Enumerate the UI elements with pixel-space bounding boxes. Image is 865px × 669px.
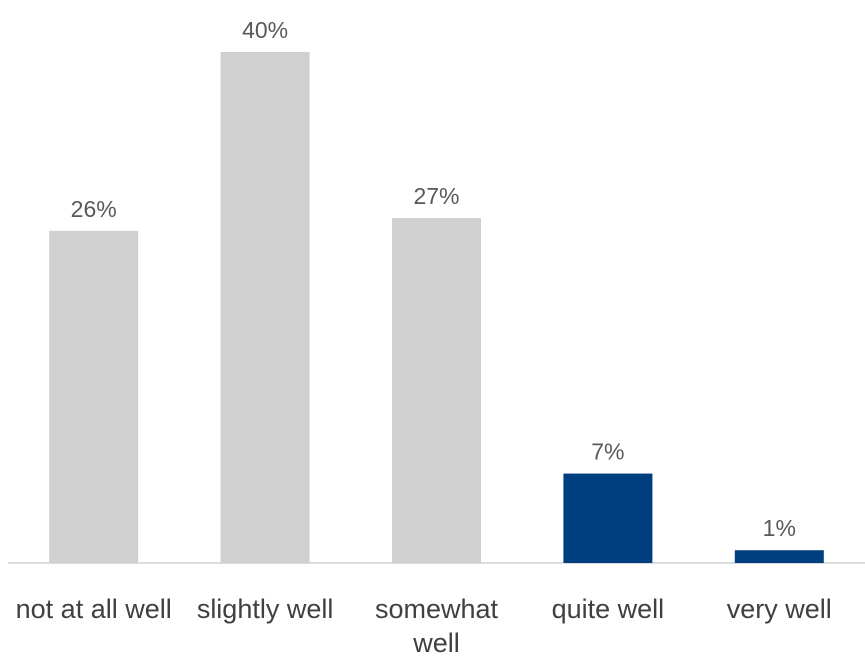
bar: [734, 550, 824, 563]
value-label: 40%: [242, 17, 288, 43]
x-tick-label: very well: [726, 594, 832, 624]
value-label: 7%: [591, 439, 624, 465]
x-tick-label: not at all well: [15, 594, 172, 624]
x-tick-label: somewhat well: [374, 594, 499, 658]
value-label: 27%: [413, 183, 459, 209]
value-label: 26%: [71, 196, 117, 222]
bar: [563, 473, 653, 563]
bar: [220, 52, 310, 563]
x-tick-label: slightly well: [196, 594, 334, 624]
bar: [392, 218, 481, 563]
value-label: 1%: [763, 515, 796, 541]
bar: [49, 230, 139, 563]
x-tick-label: quite well: [551, 594, 665, 624]
